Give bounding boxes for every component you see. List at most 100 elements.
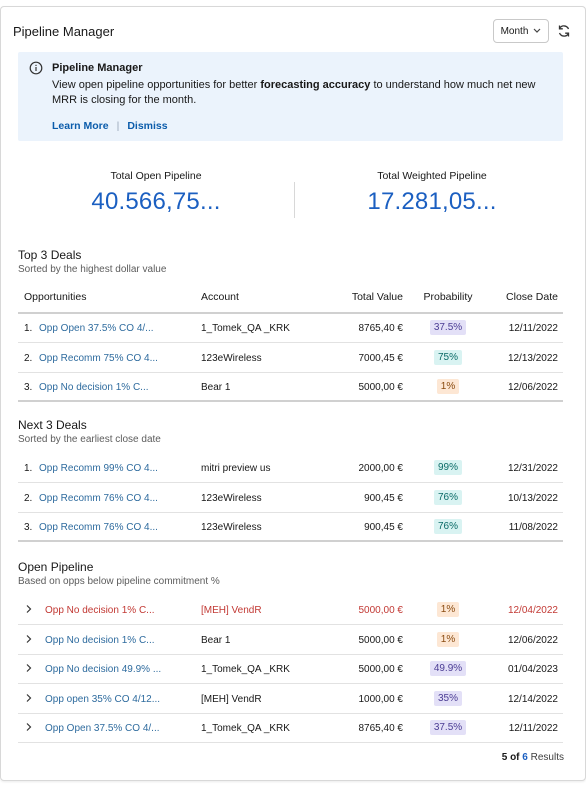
probability-cell: 37.5% — [408, 720, 488, 735]
opportunity-link[interactable]: Opp Recomm 75% CO 4... — [39, 352, 158, 364]
probability-badge: 1% — [436, 631, 460, 647]
col-probability[interactable]: Probability — [423, 291, 473, 303]
close-date: 12/11/2022 — [508, 723, 558, 734]
row-index: 2. — [24, 352, 33, 364]
chevron-right-icon[interactable] — [24, 722, 34, 732]
opportunity-link[interactable]: Opp open 35% CO 4/12... — [45, 693, 161, 705]
card-header: Pipeline Manager Month — [13, 19, 573, 43]
probability-cell: 75% — [408, 349, 488, 365]
total-weighted-pipeline: Total Weighted Pipeline 17.281,05... — [294, 170, 570, 216]
opportunity-link[interactable]: Opp Recomm 76% CO 4... — [39, 522, 158, 533]
row-index: 1. — [24, 323, 33, 334]
total-value: 8765,40 € — [358, 723, 404, 734]
banner-title: Pipeline Manager — [52, 62, 143, 74]
chevron-right-icon[interactable] — [24, 693, 34, 703]
opportunity-link[interactable]: Opp Recomm 76% CO 4... — [39, 492, 158, 504]
close-date: 12/04/2022 — [507, 605, 558, 616]
chevron-right-icon[interactable] — [24, 663, 34, 673]
total-value: 1000,00 € — [358, 693, 404, 705]
probability-badge: 37.5% — [429, 320, 467, 335]
table-row[interactable]: 2. Opp Recomm 76% CO 4... 123eWireless 900,… — [18, 484, 563, 513]
probability-cell: 1% — [408, 602, 488, 617]
top-deals-subtitle: Sorted by the highest dollar value — [18, 264, 167, 275]
col-close-date[interactable]: Close Date — [506, 291, 558, 303]
metric-label: Total Open Pipeline — [110, 170, 202, 182]
chevron-right-icon[interactable] — [24, 604, 34, 614]
col-total-value[interactable]: Total Value — [351, 291, 403, 303]
table-row[interactable]: 2. Opp Recomm 75% CO 4... 123eWireless 7000… — [18, 344, 563, 373]
probability-cell: 49.9% — [408, 661, 488, 676]
banner-text-part: to understand how much net new MRR is cl… — [52, 79, 536, 106]
account-name: 123eWireless — [201, 522, 262, 533]
results-shown: 5 — [501, 752, 508, 763]
probability-badge: 76% — [433, 519, 462, 534]
table-row[interactable]: Opp Open 37.5% CO 4/... 1_Tomek_QA _KRK 87… — [18, 714, 563, 743]
account-name: mitri preview us — [201, 463, 271, 474]
table-row[interactable]: Opp No decision 1% C... Bear 1 5000,00 € 1%… — [18, 626, 563, 655]
total-value: 5000,00 € — [358, 664, 404, 675]
table-row[interactable]: Opp open 35% CO 4/12... [MEH] VendR 1000,0… — [18, 685, 563, 714]
top-deals-title: Top 3 Deals — [18, 248, 82, 262]
card-title: Pipeline Manager — [13, 23, 115, 39]
results-label: Results — [530, 752, 564, 763]
results-total: 6 — [522, 752, 528, 763]
row-index: 3. — [24, 522, 33, 533]
probability-cell: 76% — [408, 489, 488, 505]
chevron-right-icon[interactable] — [24, 634, 34, 644]
probability-cell: 76% — [408, 519, 488, 534]
total-value: 5000,00 € — [358, 634, 404, 646]
table-row[interactable]: 3. Opp Recomm 76% CO 4... 123eWireless 900,… — [18, 513, 563, 542]
metric-label: Total Weighted Pipeline — [377, 170, 487, 182]
table-row[interactable]: 1. Opp Recomm 99% CO 4... mitri preview us… — [18, 454, 563, 483]
table-row[interactable]: Opp No decision 49.9% ... 1_Tomek_QA _KRK… — [18, 655, 563, 684]
close-date: 12/13/2022 — [507, 352, 558, 364]
account-name: 123eWireless — [201, 352, 262, 364]
probability-cell: 37.5% — [408, 320, 488, 335]
link-separator: | — [116, 120, 120, 132]
open-pipeline-title: Open Pipeline — [18, 560, 94, 574]
total-value: 900,45 € — [364, 522, 403, 533]
probability-badge: 49.9% — [429, 661, 467, 676]
account-name: [MEH] VendR — [201, 693, 262, 705]
account-name: Bear 1 — [201, 634, 231, 646]
period-dropdown[interactable]: Month — [493, 19, 549, 43]
table-row[interactable]: Opp No decision 1% C... [MEH] VendR 5000,0… — [18, 596, 563, 625]
close-date: 12/31/2022 — [507, 463, 558, 474]
total-value: 900,45 € — [364, 492, 403, 504]
close-date: 12/06/2022 — [507, 382, 558, 393]
info-icon — [29, 61, 43, 75]
close-date: 11/08/2022 — [508, 522, 558, 533]
refresh-icon[interactable] — [555, 22, 573, 40]
opportunity-link[interactable]: Opp Recomm 99% CO 4... — [39, 463, 158, 474]
learn-more-link[interactable]: Learn More — [52, 120, 109, 132]
close-date: 12/11/2022 — [508, 323, 558, 334]
total-value: 2000,00 € — [358, 463, 404, 474]
opportunity-link[interactable]: Opp No decision 1% C... — [39, 382, 149, 393]
metric-divider — [294, 182, 295, 218]
probability-cell: 99% — [408, 460, 488, 475]
row-index: 2. — [24, 492, 33, 504]
total-value: 7000,45 € — [358, 352, 404, 364]
opportunity-link[interactable]: Opp Open 37.5% CO 4/... — [45, 723, 160, 734]
chevron-down-icon — [533, 28, 541, 33]
opportunity-link[interactable]: Opp No decision 1% C... — [45, 634, 155, 646]
probability-badge: 99% — [433, 460, 462, 475]
opportunity-link[interactable]: Opp No decision 49.9% ... — [45, 664, 162, 675]
account-name: 1_Tomek_QA _KRK — [201, 323, 290, 334]
account-name: 1_Tomek_QA _KRK — [201, 664, 290, 675]
close-date: 10/13/2022 — [507, 492, 558, 504]
probability-badge: 35% — [433, 690, 462, 706]
col-account[interactable]: Account — [201, 291, 239, 303]
total-open-pipeline: Total Open Pipeline 40.566,75... — [18, 170, 294, 216]
opportunity-link[interactable]: Opp No decision 1% C... — [45, 605, 155, 616]
banner-links: Learn More | Dismiss — [52, 120, 168, 132]
col-opportunities[interactable]: Opportunities — [24, 291, 87, 303]
probability-badge: 1% — [436, 379, 460, 394]
opportunity-link[interactable]: Opp Open 37.5% CO 4/... — [39, 323, 154, 334]
table-row[interactable]: 3. Opp No decision 1% C... Bear 1 5000,00 €… — [18, 373, 563, 402]
close-date: 12/14/2022 — [507, 693, 558, 705]
info-banner: Pipeline Manager View open pipeline oppo… — [18, 52, 563, 141]
row-index: 3. — [24, 382, 33, 393]
table-row[interactable]: 1. Opp Open 37.5% CO 4/... 1_Tomek_QA _KRK… — [18, 314, 563, 343]
dismiss-link[interactable]: Dismiss — [127, 120, 168, 132]
